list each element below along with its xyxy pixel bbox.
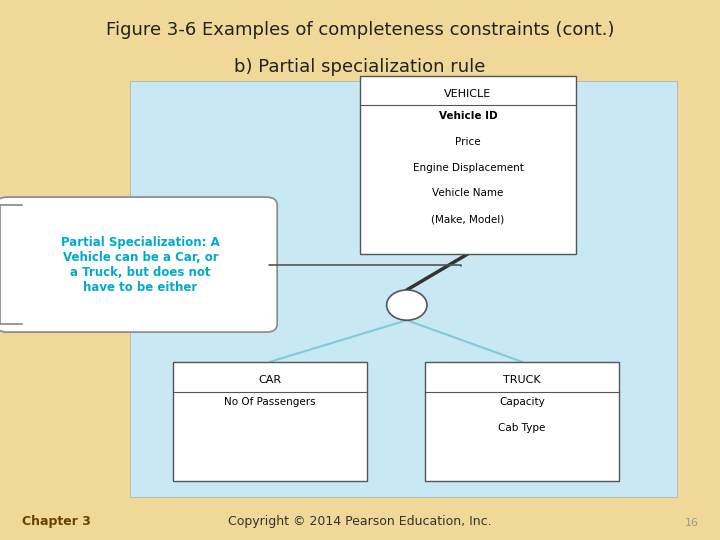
FancyBboxPatch shape (360, 76, 576, 254)
FancyBboxPatch shape (425, 362, 619, 481)
Circle shape (387, 290, 427, 320)
Text: No Of Passengers: No Of Passengers (224, 397, 316, 407)
Text: (Make, Model): (Make, Model) (431, 214, 505, 225)
Text: CAR: CAR (258, 375, 282, 386)
Text: Copyright © 2014 Pearson Education, Inc.: Copyright © 2014 Pearson Education, Inc. (228, 515, 492, 528)
Text: Cab Type: Cab Type (498, 423, 546, 433)
FancyBboxPatch shape (130, 81, 677, 497)
Text: 16: 16 (685, 518, 698, 528)
Text: Partial Specialization: A
Vehicle can be a Car, or
a Truck, but does not
have to: Partial Specialization: A Vehicle can be… (61, 235, 220, 294)
Text: Figure 3-6 Examples of completeness constraints (cont.): Figure 3-6 Examples of completeness cons… (106, 21, 614, 39)
Text: Vehicle ID: Vehicle ID (438, 111, 498, 121)
Text: Chapter 3: Chapter 3 (22, 515, 91, 528)
Text: Capacity: Capacity (499, 397, 545, 407)
Text: b) Partial specialization rule: b) Partial specialization rule (234, 58, 486, 77)
FancyBboxPatch shape (0, 205, 29, 324)
Text: TRUCK: TRUCK (503, 375, 541, 386)
Text: VEHICLE: VEHICLE (444, 89, 492, 99)
Text: Price: Price (455, 137, 481, 147)
Text: Engine Displacement: Engine Displacement (413, 163, 523, 173)
FancyBboxPatch shape (173, 362, 367, 481)
FancyBboxPatch shape (0, 197, 277, 332)
Text: Vehicle Name: Vehicle Name (432, 188, 504, 199)
